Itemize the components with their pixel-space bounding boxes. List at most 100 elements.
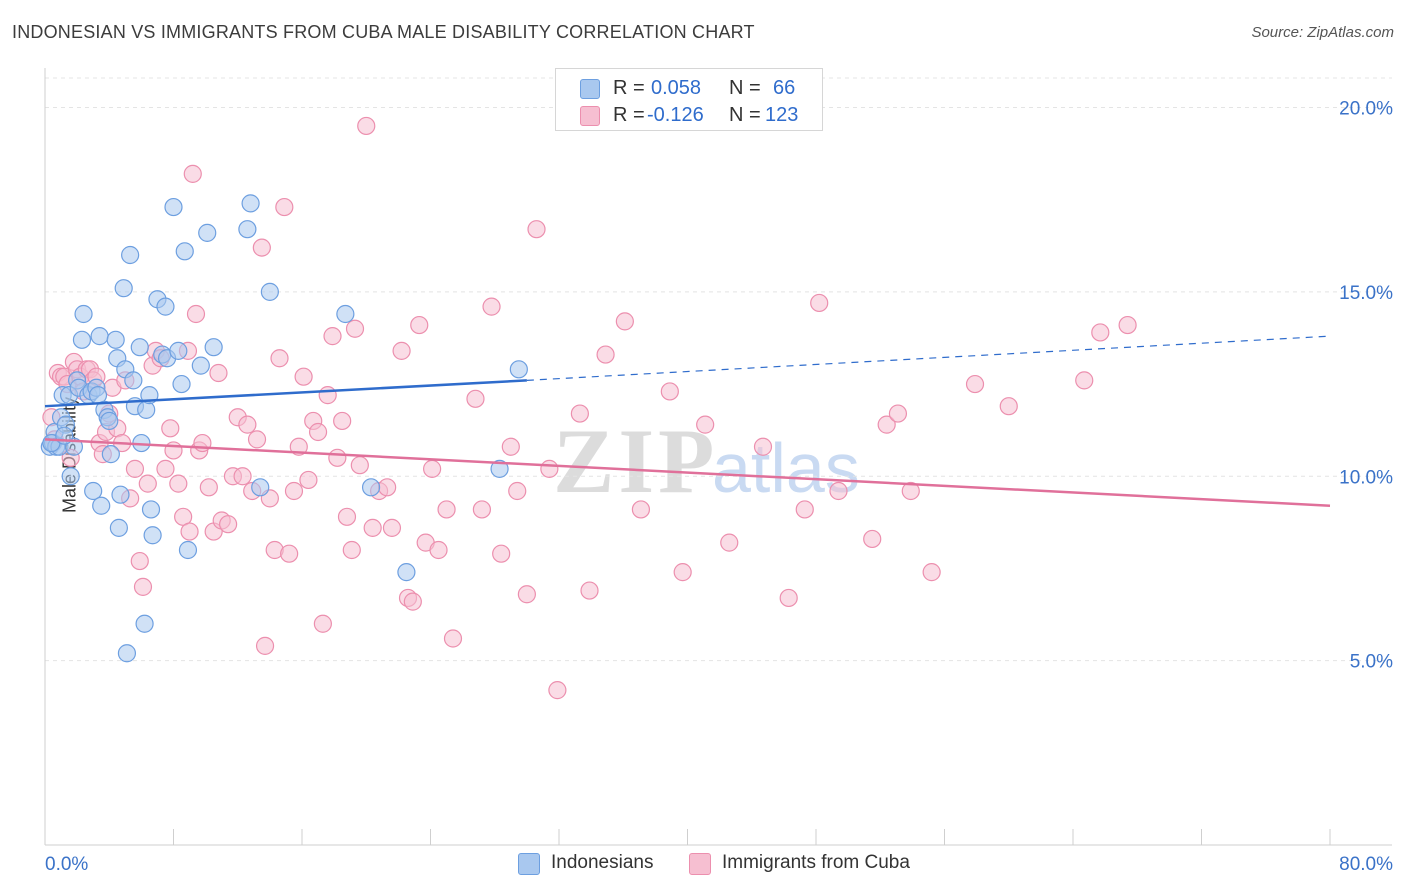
cuba-point bbox=[180, 522, 199, 541]
cuba-point bbox=[810, 293, 829, 313]
cuba-point bbox=[299, 470, 318, 490]
indonesian-point bbox=[260, 282, 279, 301]
indonesian-point bbox=[124, 371, 143, 390]
cuba-point bbox=[156, 459, 175, 478]
indonesian-point bbox=[109, 518, 128, 537]
y-tick-label: 5.0% bbox=[1350, 652, 1393, 673]
x-tick-label: 80.0% bbox=[1339, 854, 1393, 875]
cuba-point bbox=[233, 467, 252, 486]
cuba-point bbox=[289, 437, 308, 456]
indonesian-point bbox=[137, 400, 156, 419]
cuba-point bbox=[350, 456, 369, 475]
cuba-point bbox=[863, 529, 882, 549]
bottom-legend-swatch-blue bbox=[518, 853, 540, 875]
chart-title: INDONESIAN VS IMMIGRANTS FROM CUBA MALE … bbox=[12, 22, 755, 42]
indonesians-trendline bbox=[44, 379, 527, 408]
cuba-point bbox=[294, 367, 313, 386]
indonesian-point bbox=[106, 330, 125, 349]
cuba-point bbox=[318, 386, 337, 405]
cuba-point bbox=[779, 588, 798, 608]
cuba-point bbox=[378, 478, 397, 497]
cuba-point bbox=[392, 341, 411, 360]
cuba-point bbox=[540, 459, 559, 478]
legend-r-key: R = bbox=[613, 77, 645, 99]
cuba-points bbox=[42, 116, 1137, 700]
indonesians-points bbox=[40, 194, 528, 663]
indonesians-trendline-extension bbox=[526, 335, 1331, 381]
indonesian-point bbox=[90, 327, 109, 346]
indonesian-point bbox=[251, 478, 270, 497]
cuba-point bbox=[570, 404, 589, 423]
legend-n-key: N = bbox=[729, 104, 761, 126]
indonesian-point bbox=[164, 197, 183, 217]
cuba-point bbox=[363, 518, 382, 537]
cuba-point bbox=[482, 297, 501, 316]
cuba-point bbox=[443, 629, 463, 648]
cuba-point bbox=[922, 563, 941, 582]
indonesian-point bbox=[100, 411, 119, 431]
cuba-point bbox=[901, 481, 920, 501]
cuba-point bbox=[696, 415, 715, 434]
legend-swatch-blue bbox=[580, 79, 600, 99]
indonesian-point bbox=[111, 485, 130, 504]
cuba-point bbox=[437, 500, 456, 519]
indonesian-point bbox=[178, 540, 198, 560]
indonesian-point bbox=[84, 481, 103, 501]
cuba-point bbox=[403, 592, 422, 611]
indonesian-point bbox=[117, 644, 137, 663]
indonesian-point bbox=[238, 220, 257, 239]
cuba-point bbox=[382, 518, 402, 537]
cuba-point bbox=[333, 411, 352, 431]
cuba-point bbox=[238, 415, 257, 434]
cuba-point bbox=[596, 345, 615, 364]
cuba-point bbox=[999, 397, 1018, 416]
indonesian-point bbox=[336, 304, 355, 324]
cuba-point bbox=[284, 481, 304, 501]
indonesian-point bbox=[72, 330, 92, 349]
cuba-point bbox=[527, 220, 546, 239]
cuba-point bbox=[673, 563, 692, 582]
cuba-point bbox=[965, 374, 985, 394]
indonesian-point bbox=[114, 279, 133, 298]
indonesian-point bbox=[198, 223, 217, 242]
cuba-point bbox=[1091, 323, 1110, 342]
cuba-point bbox=[219, 515, 238, 534]
indonesian-point bbox=[141, 500, 161, 519]
cuba-point bbox=[492, 544, 511, 563]
cuba-point bbox=[161, 419, 180, 438]
indonesian-point bbox=[191, 356, 210, 375]
cuba-point bbox=[270, 349, 289, 368]
cuba-point bbox=[548, 681, 567, 700]
legend-row-cuba: R = -0.126 N = 123 bbox=[556, 104, 822, 130]
legend-n-value: 66 bbox=[773, 77, 796, 99]
indonesian-point bbox=[156, 297, 175, 316]
legend-r-value: -0.126 bbox=[647, 104, 704, 126]
cuba-point bbox=[323, 327, 342, 346]
cuba-point bbox=[423, 459, 442, 478]
cuba-point bbox=[328, 448, 347, 467]
legend-n-value: 123 bbox=[765, 104, 799, 126]
indonesian-point bbox=[92, 496, 111, 515]
cuba-point bbox=[1118, 315, 1137, 335]
indonesian-point bbox=[135, 614, 154, 633]
cuba-point bbox=[133, 577, 153, 596]
cuba-point bbox=[252, 238, 271, 257]
cuba-point bbox=[877, 415, 896, 434]
cuba-point bbox=[313, 614, 332, 633]
cuba-point bbox=[508, 481, 527, 501]
indonesian-point bbox=[509, 360, 528, 379]
cuba-point bbox=[247, 430, 267, 449]
indonesian-point bbox=[61, 467, 80, 486]
indonesian-point bbox=[143, 526, 162, 545]
y-tick-label: 15.0% bbox=[1339, 283, 1393, 304]
cuba-point bbox=[199, 478, 218, 497]
cuba-point bbox=[186, 304, 206, 324]
cuba-point bbox=[342, 540, 361, 560]
legend-r-value: 0.058 bbox=[651, 77, 702, 99]
cuba-point bbox=[125, 459, 145, 478]
y-tick-label: 10.0% bbox=[1339, 467, 1393, 488]
cuba-point bbox=[1075, 371, 1094, 390]
cuba-point bbox=[130, 551, 149, 571]
cuba-point bbox=[888, 404, 908, 423]
indonesian-point bbox=[74, 304, 93, 324]
